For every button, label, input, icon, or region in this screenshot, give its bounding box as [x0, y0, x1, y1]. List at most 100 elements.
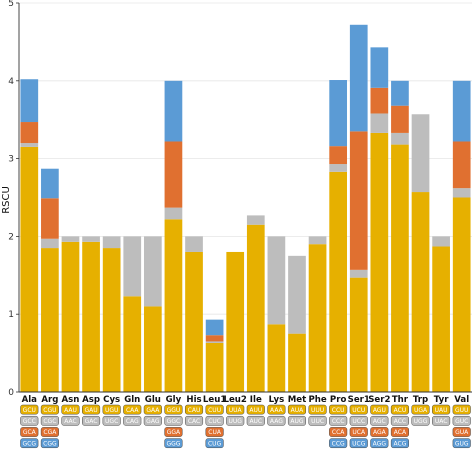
codon-label-UAC: UAC [435, 418, 448, 425]
codon-box-CCU [329, 404, 348, 415]
codon-label-AUG: AUG [290, 418, 303, 425]
codon-box-CAC [184, 415, 204, 426]
codon-box-GUG [452, 438, 471, 449]
codon-label-CGU: CGU [43, 407, 56, 414]
x-tick-label: Ser1 [348, 395, 370, 405]
codon-label-UGC: UGC [105, 418, 118, 425]
x-tick-label: Thr [392, 395, 409, 405]
y-tick-label: 2 [8, 232, 14, 242]
x-tick-label: Ile [250, 395, 262, 405]
bar-segment-AUU [246, 224, 265, 392]
bar-segment-GGU [164, 219, 183, 392]
codon-box-GGU [164, 404, 183, 415]
codon-label-GCG: GCG [23, 440, 37, 447]
codon-label-UUG: UUG [228, 418, 242, 425]
codon-box-GCG [20, 438, 39, 449]
bar-segment-GAA [143, 306, 162, 392]
codon-label-UCU: UCU [352, 407, 365, 414]
x-tick-label: Cys [103, 395, 120, 405]
bar-segment-AAA [267, 324, 286, 392]
x-tick-label: Trp [413, 395, 428, 405]
codon-box-AAG [267, 415, 286, 426]
bar-segment-GUG [452, 80, 471, 142]
bar-segment-ACU [391, 144, 409, 392]
codon-label-UCA: UCA [352, 429, 366, 436]
codon-box-UAC [432, 415, 451, 426]
bar-segment-UGC [102, 236, 121, 249]
codon-box-AAA [267, 404, 286, 415]
x-tick-label: Leu1 [203, 395, 226, 405]
codon-box-AGU [370, 404, 389, 415]
codon-label-CAG: CAG [126, 418, 139, 425]
codon-label-CGG: CGG [43, 440, 57, 447]
codon-label-GAA: GAA [146, 407, 160, 414]
codon-label-AAA: AAA [270, 407, 284, 414]
codon-box-UUC [308, 415, 327, 426]
bar-segment-GGA [164, 141, 183, 208]
y-axis-label: RSCU [1, 186, 12, 214]
bar-segment-AGC [370, 113, 389, 133]
codon-label-GGC: GGC [167, 418, 181, 425]
bar-segment-GAU [82, 241, 100, 392]
bar-segment-UGA [411, 192, 430, 392]
bar-segment-CCC [329, 164, 348, 172]
bar-segment-UUU [308, 244, 327, 392]
codon-label-UUU: UUU [311, 407, 324, 414]
codon-box-UCA [349, 427, 368, 437]
codon-label-AUA: AUA [291, 407, 304, 414]
bar-segment-CUA [205, 335, 224, 342]
codon-label-GAC: GAC [85, 418, 98, 425]
bar-segment-UCU [349, 277, 368, 392]
codon-label-UGG: UGG [414, 418, 428, 425]
codon-box-GCU [20, 404, 39, 415]
bar-segment-UAC [432, 236, 450, 247]
codon-box-UAU [432, 404, 451, 415]
codon-box-AAU [61, 404, 80, 415]
bar-segment-CCU [329, 171, 348, 392]
bar-segment-UAU [432, 246, 450, 392]
codon-box-UCU [349, 404, 368, 415]
codon-label-AGU: AGU [373, 407, 386, 414]
codon-box-UUA [226, 404, 245, 415]
codon-label-GCA: GCA [23, 429, 37, 436]
codon-label-CGC: CGC [43, 418, 56, 425]
codon-label-GUC: GUC [455, 418, 468, 425]
codon-label-GAU: GAU [84, 407, 97, 414]
codon-box-CUG [205, 438, 224, 449]
codon-box-UCG [349, 438, 368, 449]
bar-segment-CAA [123, 296, 142, 392]
codon-box-GUU [452, 404, 471, 415]
bar-segment-UGG [411, 114, 430, 193]
bar-segment-AUG [288, 255, 306, 334]
codon-label-AAG: AAG [270, 418, 283, 425]
codon-box-GGA [164, 427, 183, 437]
bar-segment-AAU [61, 241, 80, 392]
bar-segment-UGU [102, 248, 121, 392]
codon-box-CUC [205, 415, 224, 426]
axes: 0 1 2 3 4 5 [8, 0, 472, 398]
x-tick-label: Val [454, 395, 469, 405]
x-tick-label: His [186, 395, 201, 405]
codon-box-UGU [102, 404, 121, 415]
x-tick-label: Met [288, 395, 307, 405]
codon-box-AAC [61, 415, 80, 426]
codon-label-GCC: GCC [23, 418, 36, 425]
bar-segment-AUA [288, 333, 306, 392]
codon-label-CUC: CUC [208, 418, 221, 425]
codon-label-GUA: GUA [455, 429, 469, 436]
codon-label-AUC: AUC [249, 418, 262, 425]
codon-label-ACU: ACU [394, 407, 407, 414]
codon-box-UGA [411, 404, 430, 415]
codon-box-GCC [20, 415, 39, 426]
codon-label-CGA: CGA [43, 429, 57, 436]
codon-box-AGA [370, 427, 389, 437]
codon-box-GGG [164, 438, 183, 449]
codon-box-AUU [246, 404, 265, 415]
x-tick-label: Glu [145, 395, 161, 405]
bar-segment-CUU [205, 342, 224, 392]
bar-segment-GCC [20, 143, 39, 147]
codon-box-CCA [329, 427, 348, 437]
bar-segment-GGG [164, 80, 183, 142]
bar-segment-UCC [349, 269, 368, 278]
